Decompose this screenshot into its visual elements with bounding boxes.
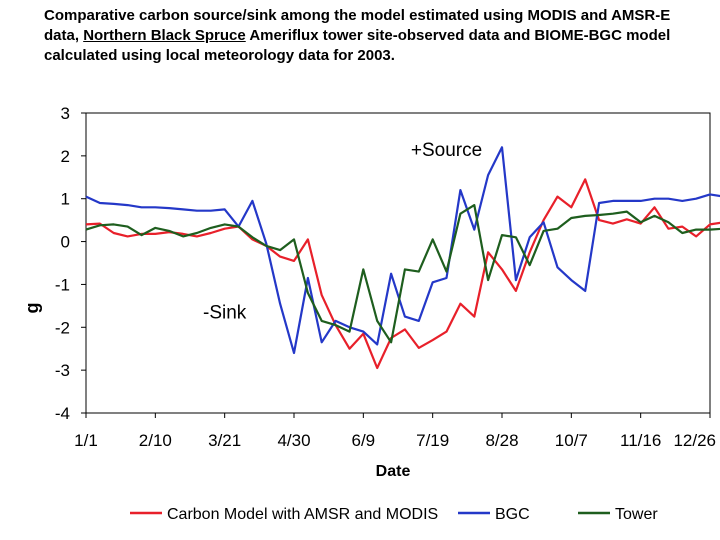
y-tick-label: 0 (61, 233, 70, 252)
series-lines (85, 146, 720, 370)
y-axis-label: g (22, 303, 42, 314)
x-axis: 1/1 2/10 3/21 4/30 6/9 7/19 8/28 10/7 11/16 12/26 (74, 413, 716, 450)
annotations: +Source -Sink (203, 140, 482, 324)
y-tick-label: -2 (55, 318, 70, 337)
y-tick-label: -3 (55, 361, 70, 380)
x-tick-label: 6/9 (352, 431, 376, 450)
y-tick-label: 2 (61, 147, 70, 166)
series-line-1 (85, 178, 720, 370)
y-tick-label: -1 (55, 275, 70, 294)
x-tick-label: 8/28 (485, 431, 518, 450)
x-axis-label: Date (376, 463, 411, 480)
y-tick-label: 3 (61, 104, 70, 123)
series-line-3 (85, 204, 720, 344)
x-tick-label: 7/19 (416, 431, 449, 450)
x-tick-label: 3/21 (208, 431, 241, 450)
plot-area (85, 112, 711, 414)
chart-title: Comparative carbon source/sink among the… (44, 6, 704, 66)
legend: Carbon Model with AMSR and MODIS BGC Tower (130, 506, 658, 523)
legend-label: BGC (495, 506, 530, 523)
x-tick-label: 10/7 (555, 431, 588, 450)
y-tick-label: -4 (55, 404, 70, 423)
x-tick-label: 4/30 (277, 431, 310, 450)
title-part1: Comparative carbon source/sink among the… (44, 7, 671, 44)
y-tick-label: 1 (61, 190, 70, 209)
title-part2: Ameriflux tower site-observed data and B… (44, 27, 671, 64)
x-tick-label: 1/1 (74, 431, 98, 450)
legend-label: Tower (615, 506, 658, 523)
x-tick-label: 12/26 (673, 431, 716, 450)
y-axis: 3 2 1 0 -1 -2 -3 -4 (55, 104, 86, 423)
x-tick-label: 2/10 (139, 431, 172, 450)
legend-label: Carbon Model with AMSR and MODIS (167, 506, 438, 523)
annotation: -Sink (203, 303, 247, 324)
annotation: +Source (411, 140, 482, 161)
title-underlined: Northern Black Spruce (83, 27, 246, 44)
x-tick-label: 11/16 (620, 431, 661, 450)
series-line-2 (85, 146, 720, 355)
